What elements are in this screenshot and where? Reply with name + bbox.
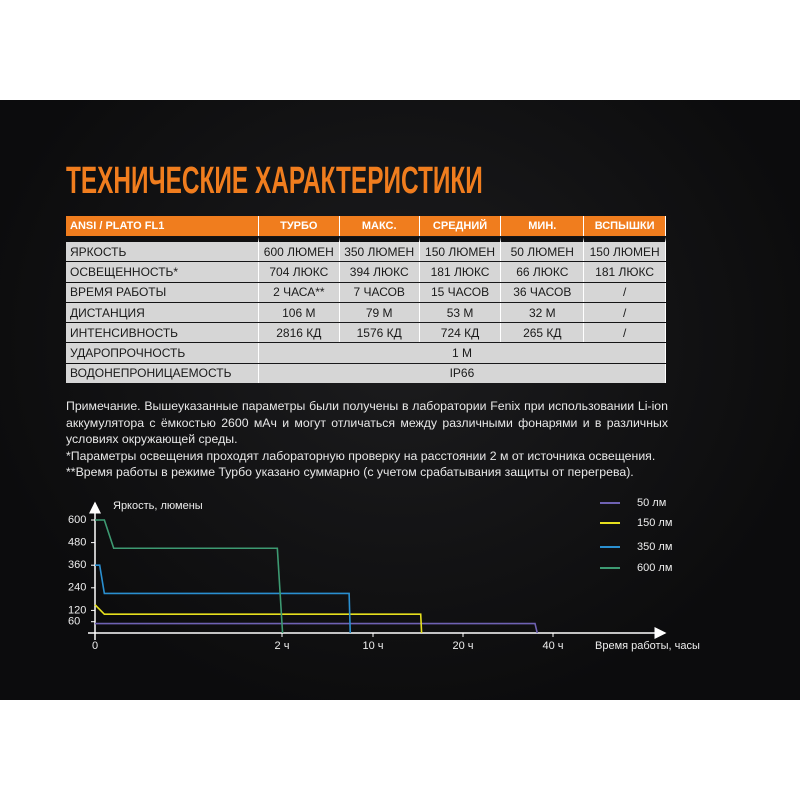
table-cell: 2 ЧАСА** — [258, 282, 340, 302]
table-cell: / — [584, 282, 666, 302]
column-header: ТУРБО — [258, 216, 340, 236]
table-cell: 704 ЛЮКС — [258, 262, 340, 282]
table-row: УДАРОПРОЧНОСТЬ 1 М — [66, 343, 666, 363]
table-row: ОСВЕЩЕННОСТЬ* 704 ЛЮКС 394 ЛЮКС 181 ЛЮКС 66 … — [66, 262, 666, 282]
table-cell: 50 ЛЮМЕН — [501, 237, 585, 262]
x-tick-label: 0 — [92, 640, 98, 652]
table-cell: 150 ЛЮМЕН — [584, 237, 666, 262]
y-tick-label: 360 — [68, 559, 86, 571]
row-label: ВРЕМЯ РАБОТЫ — [66, 282, 259, 302]
note: **Время работы в режиме Турбо указано су… — [66, 465, 634, 479]
table-cell: 36 ЧАСОВ — [501, 282, 585, 302]
y-tick-label: 480 — [68, 537, 86, 549]
table-cell: / — [584, 302, 666, 323]
table-cell: 66 ЛЮКС — [501, 262, 585, 282]
table-cell: 2816 КД — [258, 323, 340, 343]
row-label: ИНТЕНСИВНОСТЬ — [66, 323, 259, 343]
table-cell: 181 ЛЮКС — [419, 262, 502, 282]
x-tick-label: 2 ч — [275, 640, 290, 652]
panel — [0, 100, 800, 700]
row-label: ОСВЕЩЕННОСТЬ* — [66, 262, 259, 282]
x-tick-label: 40 ч — [542, 640, 563, 652]
y-tick-label: 240 — [68, 582, 86, 594]
note: *Параметры освещения проходят лабораторн… — [66, 448, 656, 463]
table-cell: IP66 — [258, 363, 666, 384]
table-cell: 181 ЛЮКС — [584, 262, 666, 282]
legend-label: 600 лм — [637, 562, 672, 574]
legend-label: 50 лм — [637, 497, 666, 509]
table-cell: 106 М — [258, 302, 340, 323]
table-row: ИНТЕНСИВНОСТЬ 2816 КД 1576 КД 724 КД 265 КД / — [66, 323, 666, 343]
y-tick-label: 60 — [68, 616, 80, 628]
y-tick-label: 120 — [68, 604, 86, 616]
table-row: ЯРКОСТЬ 600 ЛЮМЕН 350 ЛЮМЕН 150 ЛЮМЕН 50 ЛЮМ… — [66, 237, 666, 262]
row-label: ЯРКОСТЬ — [66, 237, 259, 262]
y-label: Яркость, люмены — [113, 500, 203, 512]
notes: Примечание. Вышеуказанные параметры были… — [66, 398, 668, 481]
table-row: ВРЕМЯ РАБОТЫ 2 ЧАСА** 7 ЧАСОВ 15 ЧАСОВ 36 ЧА… — [66, 282, 666, 302]
table-cell: 79 М — [339, 302, 420, 323]
row-label: ВОДОНЕПРОНИЦАЕМОСТЬ — [66, 363, 259, 384]
table-cell: 350 ЛЮМЕН — [339, 237, 420, 262]
column-header: ANSI / PLATO FL1 — [66, 216, 259, 236]
table-cell: 15 ЧАСОВ — [419, 282, 502, 302]
x-tick-label: 20 ч — [452, 640, 473, 652]
table-row: ДИСТАНЦИЯ 106 М 79 М 53 М 32 М / — [66, 302, 666, 323]
spec-table: ANSI / PLATO FL1 ТУРБО МАКС. СРЕДНИЙ МИН. ВСП… — [66, 215, 666, 384]
series-line — [95, 564, 352, 634]
row-label: УДАРОПРОЧНОСТЬ — [66, 343, 259, 363]
x-tick-label: 10 ч — [362, 640, 383, 652]
series-line — [95, 622, 539, 634]
column-header: МИН. — [501, 216, 585, 236]
x-label: Время работы, часы — [595, 640, 700, 652]
table-cell: 1576 КД — [339, 323, 420, 343]
table-cell: 724 КД — [419, 323, 502, 343]
legend-label: 350 лм — [637, 541, 672, 553]
row-label: ДИСТАНЦИЯ — [66, 302, 259, 323]
note: Примечание. Вышеуказанные параметры были… — [66, 399, 668, 446]
table-cell: 150 ЛЮМЕН — [419, 237, 502, 262]
table-cell: 394 ЛЮКС — [339, 262, 420, 282]
table-cell: 265 КД — [501, 323, 585, 343]
table-cell: 600 ЛЮМЕН — [258, 237, 340, 262]
legend-label: 150 лм — [637, 517, 672, 529]
series-line — [94, 604, 423, 634]
table-cell: 7 ЧАСОВ — [339, 282, 420, 302]
table-cell: 32 М — [501, 302, 585, 323]
series-line — [95, 519, 284, 634]
column-header: МАКС. — [339, 216, 420, 236]
y-tick-label: 600 — [68, 514, 86, 526]
column-header: СРЕДНИЙ — [419, 216, 502, 236]
table-cell: 53 М — [419, 302, 502, 323]
table-cell: / — [584, 323, 666, 343]
header-row: ANSI / PLATO FL1 ТУРБО МАКС. СРЕДНИЙ МИН. ВСП… — [66, 216, 666, 236]
table-cell: 1 М — [258, 343, 666, 363]
title: ТЕХНИЧЕСКИЕ ХАРАКТЕРИСТИКИ — [66, 160, 483, 202]
column-header: ВСПЫШКИ — [584, 216, 666, 236]
table-row: ВОДОНЕПРОНИЦАЕМОСТЬ IP66 — [66, 363, 666, 384]
